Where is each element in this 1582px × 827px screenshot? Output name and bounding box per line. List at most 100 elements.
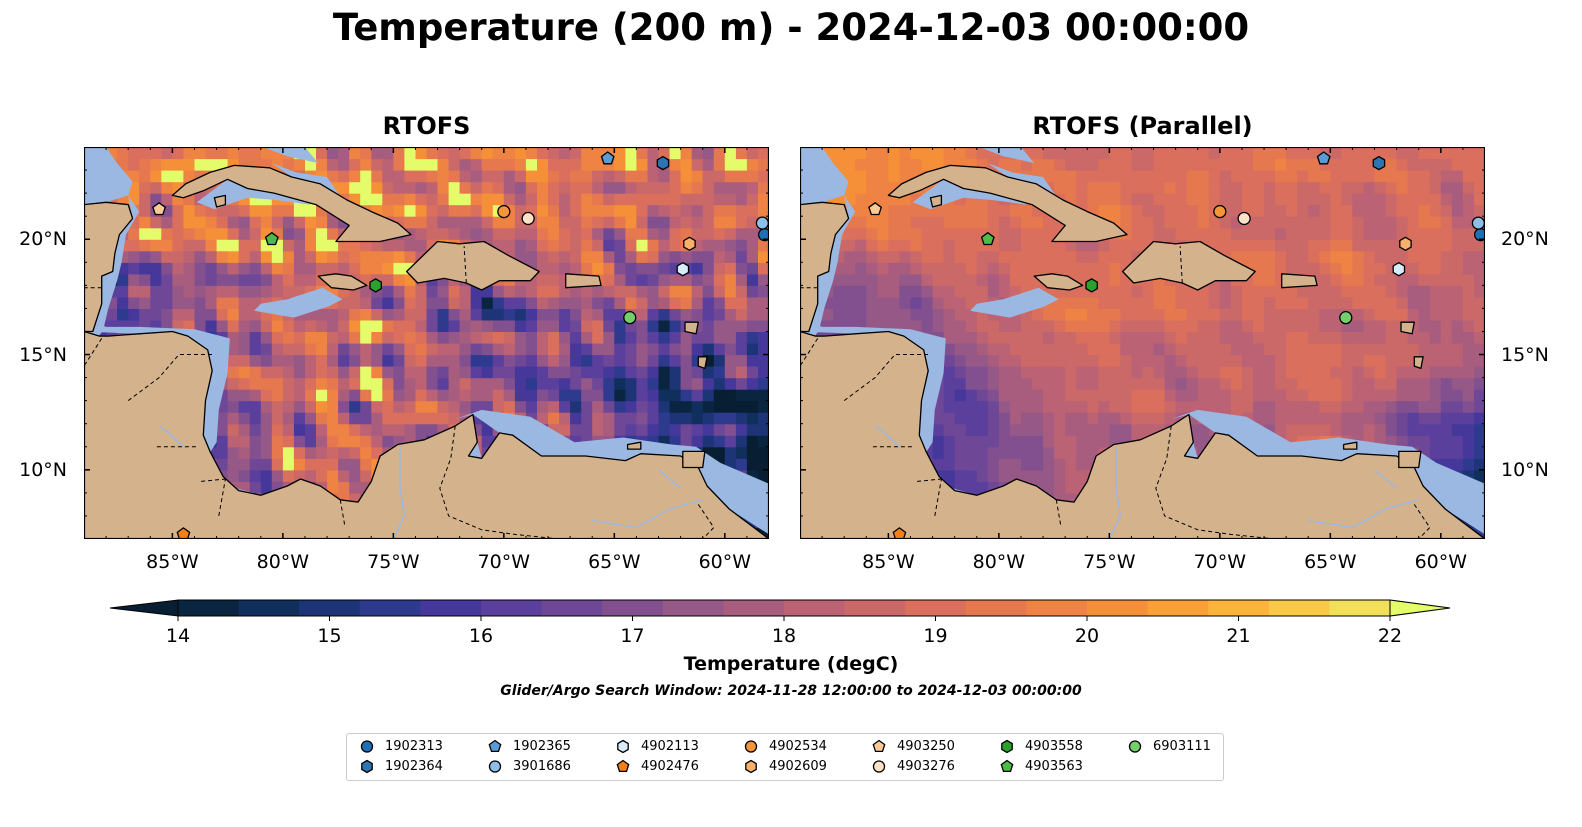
legend-marker	[488, 739, 502, 753]
country-border	[339, 499, 346, 526]
continental-shelf	[800, 147, 849, 205]
pentagon-marker-icon	[1000, 759, 1014, 773]
colorbar-tick-label: 16	[468, 625, 494, 647]
river	[1374, 469, 1398, 489]
hexagon-marker-icon	[361, 759, 373, 774]
river	[392, 446, 406, 539]
hexagon-marker-icon	[617, 739, 629, 754]
colorbar-extend-high	[1389, 599, 1451, 617]
legend-item: 6903111	[1127, 738, 1211, 754]
colorbar-segment	[1026, 600, 1088, 616]
observation-marker-4902534	[1213, 204, 1227, 219]
land-margarita	[626, 441, 642, 450]
continental-shelf	[800, 326, 946, 456]
country-border	[800, 338, 819, 367]
country-border	[84, 338, 103, 367]
land-trinidad	[682, 450, 706, 469]
figure-title: Temperature (200 m) - 2024-12-03 00:00:0…	[332, 6, 1250, 49]
colorbar-segment	[178, 600, 240, 616]
map-frame	[800, 147, 1485, 539]
country-border	[934, 478, 942, 516]
river	[1108, 446, 1122, 539]
legend-marker	[872, 760, 886, 773]
legend-label: 4903250	[897, 738, 955, 754]
y-tick-label-left: 20°N	[19, 228, 67, 251]
colorbar-label: Temperature (degC)	[683, 653, 899, 675]
y-tick-label-left: 10°N	[19, 458, 67, 481]
country-border	[218, 478, 226, 516]
colorbar-segment	[662, 600, 724, 616]
land-yucatan	[800, 201, 850, 333]
river	[874, 425, 900, 448]
land-isla-juventud	[929, 194, 943, 208]
country-border	[843, 354, 929, 402]
observation-marker-4903276	[1237, 211, 1251, 226]
temperature-field	[800, 147, 1485, 539]
country-border	[1179, 246, 1183, 284]
legend-item: 1902313	[359, 738, 443, 754]
legend-item: 4902476	[615, 758, 699, 774]
legend-item: 1902364	[359, 758, 443, 774]
axis-ticks	[800, 147, 1485, 539]
observation-marker-3901686	[755, 216, 769, 230]
legend: 1902313 1902364 1902365 3901686 4902113 49024…	[346, 733, 1224, 781]
colorbar-segment	[1208, 600, 1270, 616]
legend-label: 3901686	[513, 758, 571, 774]
colorbar-tick-label: 14	[165, 625, 191, 647]
continental-shelf	[979, 147, 1035, 164]
legend-marker	[1128, 740, 1142, 753]
legend-marker	[617, 739, 629, 754]
continental-shelf	[84, 326, 230, 456]
land-guadeloupe	[1400, 321, 1415, 335]
river	[158, 425, 184, 448]
circle-marker-icon	[360, 740, 374, 753]
continental-shelf	[254, 287, 343, 318]
legend-label: 4902534	[769, 738, 827, 754]
observation-marker-3901686	[1471, 216, 1485, 230]
x-tick-label: 80°W	[256, 551, 310, 573]
x-tick-label: 85°W	[146, 551, 199, 573]
continental-shelf	[808, 195, 856, 332]
circle-marker-icon	[872, 760, 886, 773]
legend-label: 4902476	[641, 758, 699, 774]
colorbar-segment	[1329, 600, 1391, 616]
river	[592, 499, 703, 529]
observation-marker-4902534	[497, 204, 511, 219]
legend-marker	[872, 739, 886, 753]
country-border	[439, 425, 560, 539]
legend-item: 4903563	[999, 758, 1083, 774]
search-window-text: Glider/Argo Search Window: 2024-11-28 12…	[500, 683, 1082, 699]
land-hispaniola	[1121, 240, 1256, 291]
colorbar-segment	[1147, 600, 1209, 616]
legend-label: 1902313	[385, 738, 443, 754]
colorbar-segment	[723, 600, 785, 616]
observation-marker-4902113	[1392, 261, 1406, 277]
map-panel-rtofs-parallel	[800, 147, 1485, 539]
continental-shelf	[92, 195, 140, 332]
y-tick-label-right: 10°N	[1501, 458, 1549, 481]
observation-marker-1902364	[1372, 155, 1386, 171]
observation-marker-4902113	[676, 261, 690, 277]
legend-item: 1902365	[487, 738, 571, 754]
colorbar-segment	[844, 600, 906, 616]
continental-shelf	[1171, 409, 1485, 535]
hexagon-marker-icon	[745, 759, 757, 774]
y-tick-label-right: 20°N	[1501, 228, 1549, 251]
legend-label: 6903111	[1153, 738, 1211, 754]
land-guadeloupe	[684, 321, 699, 335]
legend-item: 4903276	[871, 758, 955, 774]
observation-marker-6903111	[1339, 311, 1353, 325]
colorbar-segment	[359, 600, 421, 616]
colorbar	[110, 599, 1451, 621]
colorbar-tick-label: 22	[1377, 625, 1403, 647]
colorbar-segment	[602, 600, 664, 616]
colorbar-segment	[238, 600, 300, 616]
colorbar-segment	[420, 600, 482, 616]
observation-marker-1902364	[656, 155, 670, 171]
legend-item: 4902113	[615, 738, 699, 754]
pentagon-marker-icon	[872, 739, 886, 753]
legend-marker	[1000, 759, 1014, 773]
country-border	[1055, 499, 1062, 526]
axis-ticks	[84, 147, 769, 539]
colorbar-tick-label: 18	[771, 625, 797, 647]
